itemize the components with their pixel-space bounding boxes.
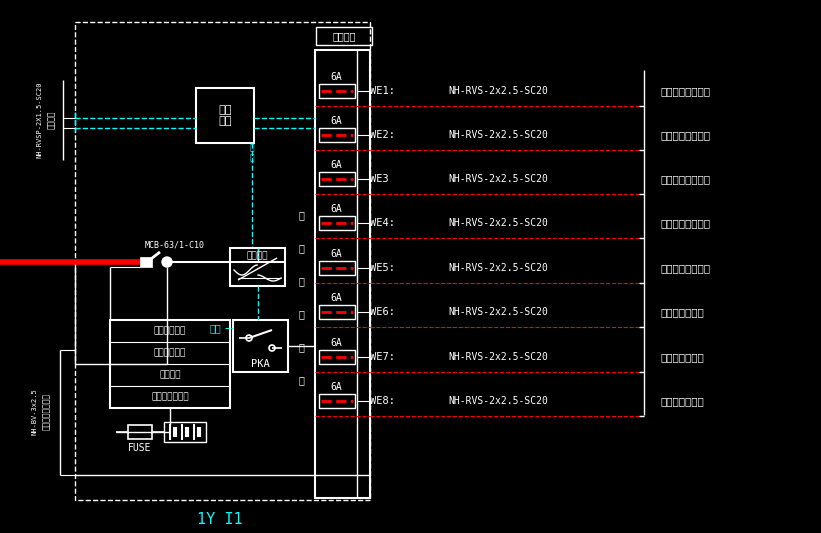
Bar [110, 320, 230, 408]
Text: 影: 影 [298, 309, 304, 319]
Text: 照: 照 [298, 342, 304, 352]
Text: NH-RVS-2x2.5-SC20: NH-RVS-2x2.5-SC20 [448, 218, 548, 228]
Text: 控制: 控制 [209, 323, 221, 333]
Bar [196, 88, 254, 143]
Text: NH-RVS-2x2.5-SC20: NH-RVS-2x2.5-SC20 [448, 86, 548, 96]
Text: FUSE: FUSE [128, 443, 152, 453]
Text: 负: 负 [298, 375, 304, 385]
Text: WE8:: WE8: [370, 396, 395, 406]
Text: 二层应急照明及负: 二层应急照明及负 [660, 130, 710, 140]
Bar [316, 27, 372, 45]
Text: 五层应急照明及负: 五层应急照明及负 [660, 263, 710, 273]
Bar [128, 425, 152, 439]
Text: NH-RVSP-2X1.5-SC20: NH-RVSP-2X1.5-SC20 [36, 82, 42, 158]
Bar [319, 350, 355, 364]
Text: NH-RVS-2x2.5-SC20: NH-RVS-2x2.5-SC20 [448, 174, 548, 184]
Text: 6A: 6A [330, 338, 342, 348]
Text: WE4:: WE4: [370, 218, 395, 228]
Bar [233, 320, 288, 372]
Text: 6A: 6A [330, 116, 342, 126]
Bar [319, 172, 355, 186]
Text: WE2:: WE2: [370, 130, 395, 140]
Circle shape [162, 257, 172, 267]
Text: 控制显示单元: 控制显示单元 [154, 349, 186, 358]
Bar [319, 84, 355, 98]
Bar [319, 305, 355, 319]
Text: 6A: 6A [330, 204, 342, 214]
Text: 楼梯间应急照明: 楼梯间应急照明 [660, 307, 704, 317]
Bar [319, 216, 355, 230]
Text: NH-RVS-2x2.5-SC20: NH-RVS-2x2.5-SC20 [448, 396, 548, 406]
Text: 四层应急照明及负: 四层应急照明及负 [660, 218, 710, 228]
Text: 6A: 6A [330, 382, 342, 392]
Text: WE3: WE3 [370, 174, 389, 184]
Text: WE6:: WE6: [370, 307, 395, 317]
Text: 6A: 6A [330, 72, 342, 82]
Text: 通信单元: 通信单元 [159, 370, 181, 379]
Bar [164, 422, 206, 442]
Text: NH-RVS-2x2.5-SC20: NH-RVS-2x2.5-SC20 [448, 307, 548, 317]
Text: PKA: PKA [251, 359, 270, 369]
Text: WE5:: WE5: [370, 263, 395, 273]
Text: 6A: 6A [330, 249, 342, 259]
Text: 楼梯间应急照明: 楼梯间应急照明 [660, 352, 704, 362]
Bar [315, 50, 370, 498]
Bar [319, 128, 355, 142]
Text: 降压单元: 降压单元 [247, 252, 268, 261]
Text: 电源监控单元: 电源监控单元 [154, 327, 186, 335]
Text: 消防标识: 消防标识 [333, 31, 355, 41]
Text: 1Y I1: 1Y I1 [197, 513, 243, 528]
Text: MCB-63/1-C10: MCB-63/1-C10 [145, 240, 205, 249]
Bar [75, 22, 370, 500]
Text: NH-RVS-2x2.5-SC20: NH-RVS-2x2.5-SC20 [448, 352, 548, 362]
Text: WE7:: WE7: [370, 352, 395, 362]
Bar [230, 248, 285, 286]
Text: 6A: 6A [330, 160, 342, 170]
Text: 镜: 镜 [298, 276, 304, 286]
Text: 消防水泵房应急: 消防水泵房应急 [660, 396, 704, 406]
Text: 变: 变 [298, 243, 304, 253]
Text: 6A: 6A [330, 293, 342, 303]
Text: WE1:: WE1: [370, 86, 395, 96]
Text: 三层应急照明及负: 三层应急照明及负 [660, 174, 710, 184]
Text: 充放电管理单元: 充放电管理单元 [151, 392, 189, 401]
Text: NH-RVS-2x2.5-SC20: NH-RVS-2x2.5-SC20 [448, 130, 548, 140]
Bar [319, 394, 355, 408]
Text: 通信
模块: 通信 模块 [218, 104, 232, 126]
Text: NH-RVS-2x2.5-SC20: NH-RVS-2x2.5-SC20 [448, 263, 548, 273]
Bar [140, 257, 152, 267]
Text: 通
计: 通 计 [250, 143, 255, 163]
Bar [319, 261, 355, 275]
Text: 一层应急照明及负: 一层应急照明及负 [660, 86, 710, 96]
Text: 正常照明电源监测: 正常照明电源监测 [42, 393, 51, 431]
Text: 汽: 汽 [298, 210, 304, 220]
Text: 通信干线: 通信干线 [47, 111, 56, 129]
Text: NH-BV-3x2.5: NH-BV-3x2.5 [31, 389, 37, 435]
